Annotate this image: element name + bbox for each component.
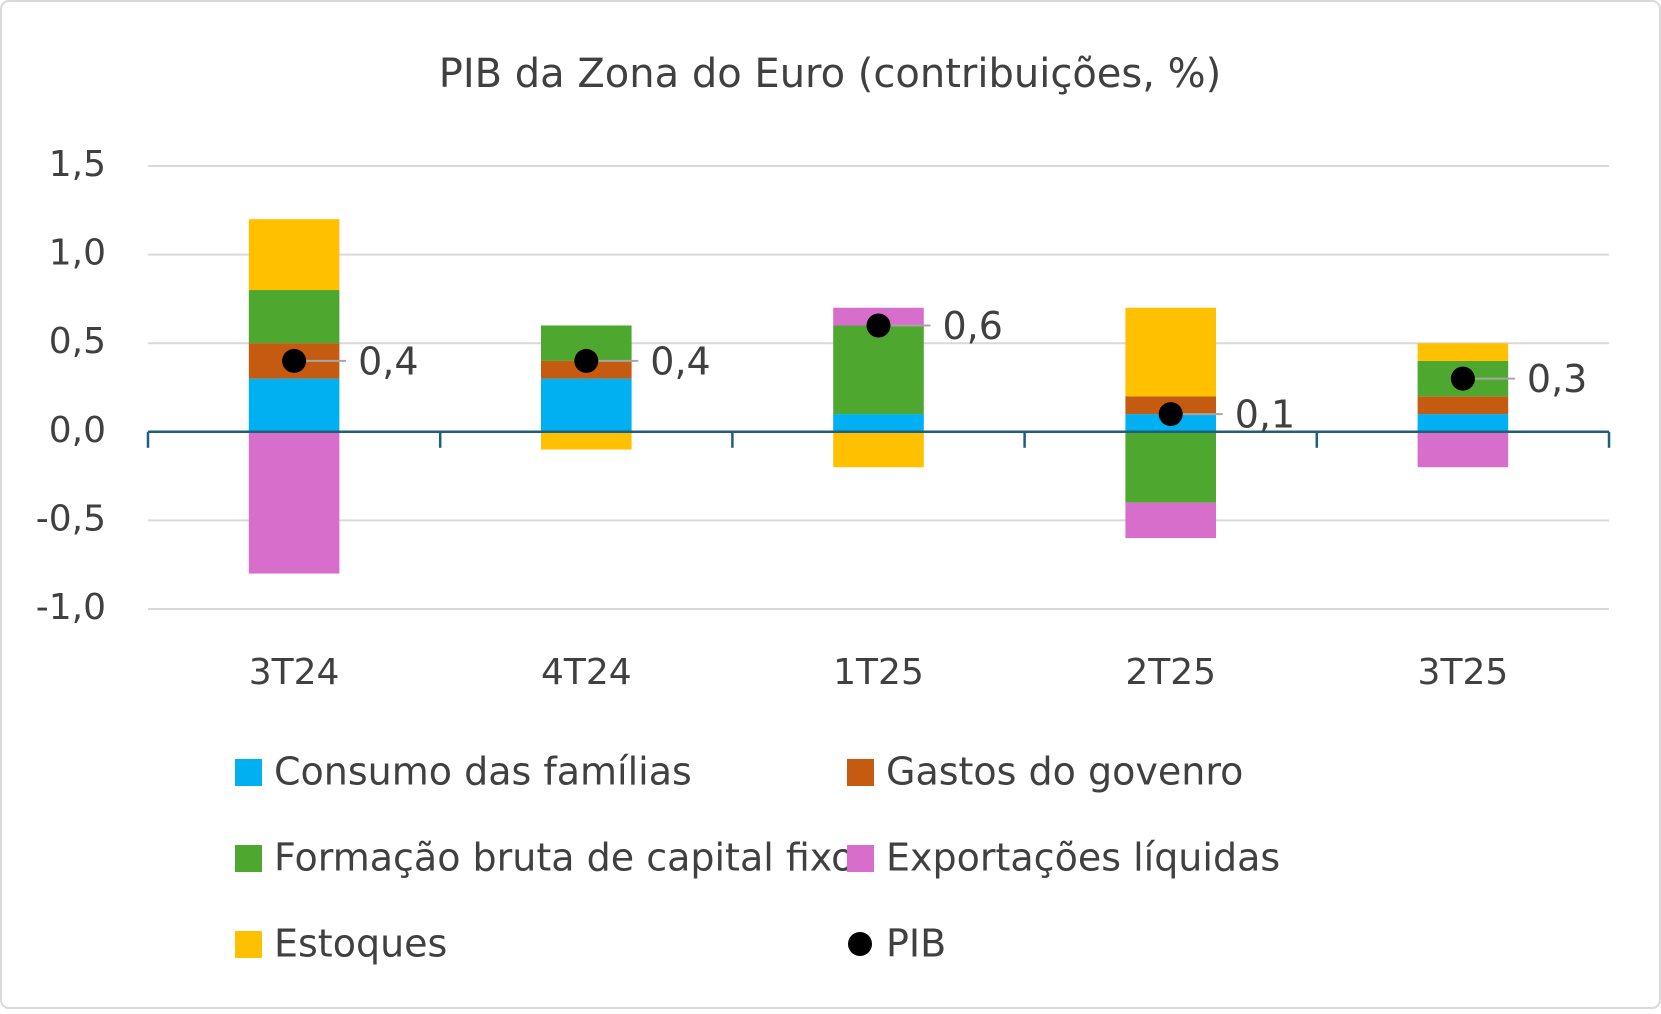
bar-segment [1125, 431, 1216, 503]
x-tick-label: 3T25 [1418, 652, 1509, 693]
bar-segment [833, 431, 924, 468]
bar-segment [248, 431, 340, 574]
pib-dot [574, 348, 599, 373]
legend-swatch [847, 845, 874, 872]
bar-segment [1417, 343, 1509, 361]
legend-label: Estoques [274, 922, 447, 966]
x-tick-label: 3T24 [249, 652, 340, 693]
y-tick-label: 0,5 [49, 321, 106, 362]
bar-segment [1125, 307, 1216, 397]
legend-swatch [235, 759, 262, 786]
bar-segment [1417, 396, 1509, 415]
y-tick-label: 1,5 [49, 144, 106, 185]
legend-label: PIB [886, 922, 946, 966]
pib-dot [1158, 402, 1183, 427]
bar-segment [248, 290, 340, 344]
data-label: 0,3 [1527, 357, 1587, 401]
bar-segment [1417, 414, 1509, 432]
data-label: 0,1 [1235, 393, 1295, 437]
data-label: 0,6 [943, 304, 1003, 348]
data-label: 0,4 [650, 339, 710, 383]
legend-label: Gastos do govenro [886, 750, 1243, 794]
bar-segment [1417, 431, 1509, 468]
bar-segment [541, 431, 632, 450]
x-tick-label: 4T24 [541, 652, 632, 693]
x-tick-label: 2T25 [1125, 652, 1216, 693]
bar-segment [833, 325, 924, 415]
legend-swatch [235, 845, 262, 872]
bar-segment [248, 378, 340, 432]
y-tick-label: 0,0 [49, 410, 106, 451]
data-label: 0,4 [358, 339, 418, 383]
x-tick-label: 1T25 [833, 652, 924, 693]
legend-label: Consumo das famílias [274, 750, 692, 794]
y-tick-label: -0,5 [36, 498, 106, 539]
legend-swatch [235, 931, 262, 958]
bar-segment [541, 378, 632, 432]
y-tick-label: 1,0 [49, 233, 106, 274]
pib-dot [1450, 366, 1475, 391]
legend-label: Exportações líquidas [886, 836, 1280, 880]
legend-swatch [848, 932, 872, 956]
legend-label: Formação bruta de capital fixo [274, 836, 854, 880]
bar-segment [1125, 502, 1216, 539]
chart-title: PIB da Zona do Euro (contribuições, %) [439, 51, 1222, 97]
bar-segment [833, 414, 924, 432]
y-tick-label: -1,0 [36, 587, 106, 628]
legend-swatch [847, 759, 874, 786]
pib-dot [282, 348, 307, 373]
pib-dot [866, 313, 891, 338]
bar-segment [248, 219, 340, 291]
